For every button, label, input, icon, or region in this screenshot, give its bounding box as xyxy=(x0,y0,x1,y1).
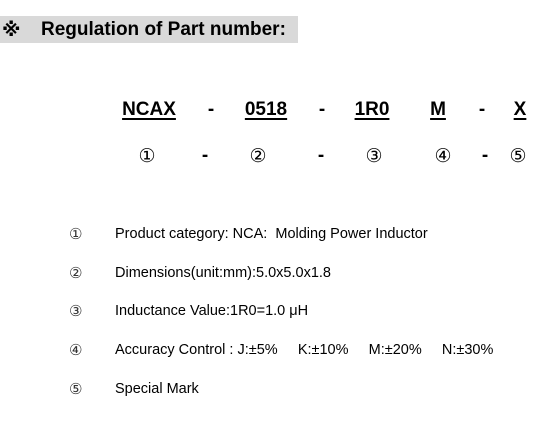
note-number: ③ xyxy=(69,302,83,320)
code-separator: - xyxy=(478,99,486,120)
index-special-mark: ⑤ xyxy=(509,145,527,167)
note-text: Product category: NCA: Molding Power Ind… xyxy=(115,226,428,242)
code-accuracy: M xyxy=(430,99,446,120)
index-separator: - xyxy=(201,145,209,166)
code-category: NCAX xyxy=(122,99,176,120)
index-category: ① xyxy=(138,145,156,167)
index-inductance: ③ xyxy=(365,145,383,167)
note-number: ④ xyxy=(69,341,83,359)
note-text: Special Mark xyxy=(115,381,199,397)
reference-mark-icon: ※ xyxy=(2,19,21,41)
index-separator: - xyxy=(317,145,325,166)
code-separator: - xyxy=(318,99,326,120)
index-separator: - xyxy=(481,145,489,166)
code-inductance: 1R0 xyxy=(354,99,390,120)
heading-background xyxy=(0,16,298,43)
note-text: Dimensions(unit:mm):5.0x5.0x1.8 xyxy=(115,265,331,281)
note-text: Inductance Value:1R0=1.0 μH xyxy=(115,303,309,319)
note-text: Accuracy Control : J:±5% K:±10% M:±20% N… xyxy=(115,342,494,358)
code-dimensions: 0518 xyxy=(244,99,288,120)
note-number: ⑤ xyxy=(69,380,83,398)
index-dimensions: ② xyxy=(249,145,267,167)
code-separator: - xyxy=(207,99,215,120)
index-accuracy: ④ xyxy=(434,145,452,167)
code-special-mark: X xyxy=(513,99,527,120)
note-number: ② xyxy=(69,264,83,282)
page-title: Regulation of Part number: xyxy=(41,19,286,40)
note-number: ① xyxy=(69,225,83,243)
